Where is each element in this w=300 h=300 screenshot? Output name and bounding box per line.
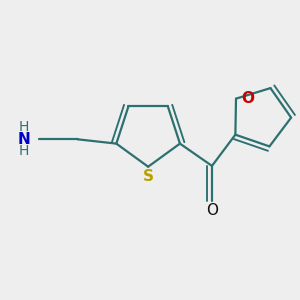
Text: N: N [17,132,30,147]
Text: O: O [206,203,218,218]
Text: H: H [19,120,29,134]
Text: O: O [242,91,255,106]
Text: S: S [142,169,154,184]
Text: H: H [19,144,29,158]
